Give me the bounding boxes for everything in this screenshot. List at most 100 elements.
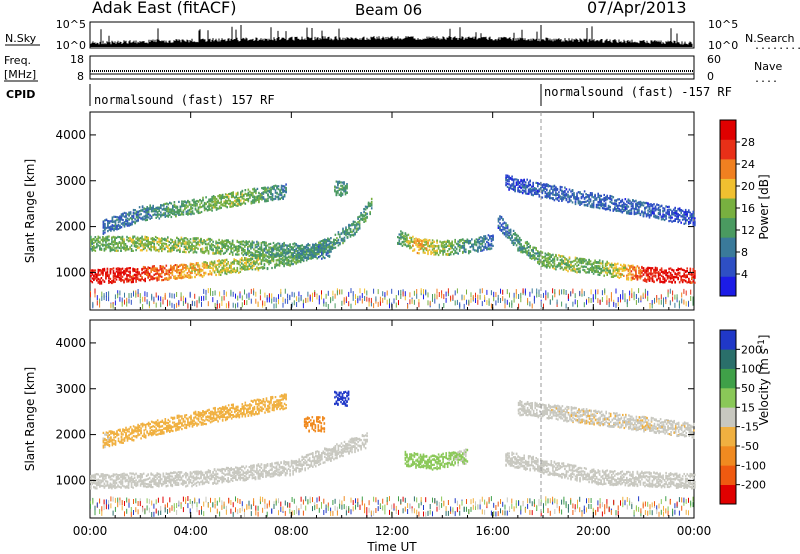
echo-cell bbox=[565, 258, 568, 261]
echo-cell bbox=[163, 213, 165, 217]
echo-cell bbox=[478, 236, 481, 239]
echo-cell bbox=[555, 268, 557, 271]
echo-cell bbox=[177, 274, 180, 278]
echo-cell bbox=[150, 245, 152, 248]
echo-cell bbox=[161, 275, 163, 278]
echo-cell bbox=[176, 268, 178, 271]
echo-cell bbox=[503, 228, 506, 231]
echo-cell bbox=[200, 210, 203, 214]
echo-cell bbox=[252, 188, 254, 191]
echo-cell bbox=[190, 213, 192, 216]
echo-cell bbox=[237, 197, 239, 200]
echo-cell bbox=[170, 276, 172, 279]
echo-cell bbox=[418, 238, 420, 241]
echo-cell bbox=[265, 198, 268, 201]
echo-cell bbox=[443, 243, 446, 246]
echo-cell bbox=[158, 237, 160, 240]
echo-cell bbox=[341, 184, 344, 187]
echo-cell bbox=[434, 251, 437, 254]
echo-cell bbox=[292, 258, 294, 261]
echo-cell bbox=[195, 262, 198, 265]
echo-cell bbox=[176, 243, 178, 246]
echo-cell bbox=[212, 195, 215, 198]
echo-cell bbox=[425, 248, 428, 252]
echo-cell bbox=[269, 260, 272, 263]
echo-cell bbox=[210, 238, 213, 241]
echo-cell bbox=[164, 202, 167, 205]
echo-cell bbox=[543, 261, 545, 264]
echo-cell bbox=[147, 236, 149, 239]
echo-cell bbox=[289, 249, 291, 253]
echo-cell bbox=[280, 254, 282, 257]
echo-cell bbox=[279, 193, 281, 196]
echo-cell bbox=[486, 240, 488, 244]
echo-cell bbox=[241, 268, 243, 271]
echo-cell bbox=[217, 201, 219, 204]
echo-cell bbox=[188, 270, 190, 273]
echo-cell bbox=[108, 279, 110, 282]
echo-cell bbox=[186, 274, 189, 277]
echo-cell bbox=[124, 269, 127, 272]
echo-cell bbox=[562, 268, 565, 271]
echo-cell bbox=[161, 242, 163, 245]
echo-cell bbox=[521, 247, 524, 250]
echo-cell bbox=[227, 198, 230, 201]
echo-cell bbox=[107, 225, 109, 228]
echo-cell bbox=[158, 217, 161, 220]
echo-cell bbox=[239, 245, 242, 249]
echo-cell bbox=[230, 194, 233, 197]
echo-cell bbox=[210, 248, 213, 251]
echo-cell bbox=[437, 247, 440, 250]
echo-cell bbox=[409, 236, 411, 239]
echo-cell bbox=[305, 249, 308, 252]
echo-cell bbox=[233, 259, 235, 262]
echo-cell bbox=[346, 191, 348, 194]
echo-cell bbox=[570, 265, 572, 268]
echo-cell bbox=[271, 199, 274, 202]
echo-cell bbox=[418, 252, 420, 255]
echo-cell bbox=[364, 217, 367, 220]
echo-cell bbox=[468, 242, 470, 245]
echo-cell bbox=[211, 201, 213, 204]
echo-cell bbox=[282, 190, 284, 193]
echo-cell bbox=[562, 259, 565, 262]
echo-cell bbox=[231, 242, 234, 245]
echo-cell bbox=[249, 193, 251, 196]
echo-cell bbox=[567, 264, 569, 267]
echo-cell bbox=[123, 221, 126, 224]
echo-cell bbox=[579, 267, 581, 270]
echo-cell bbox=[146, 207, 148, 210]
echo-cell bbox=[100, 243, 103, 246]
echo-cell bbox=[250, 244, 252, 247]
echo-cell bbox=[544, 264, 547, 267]
echo-cell bbox=[154, 273, 157, 276]
echo-cell bbox=[191, 242, 193, 245]
echo-cell bbox=[94, 273, 97, 276]
echo-cell bbox=[170, 215, 173, 219]
echo-cell bbox=[579, 261, 581, 264]
echo-cell bbox=[126, 280, 128, 283]
echo-cell bbox=[573, 264, 575, 267]
echo-cell bbox=[145, 236, 148, 239]
echo-cell bbox=[477, 246, 479, 249]
echo-cell bbox=[147, 239, 149, 242]
date-title: 07/Apr/2013 bbox=[587, 0, 687, 17]
echo-cell bbox=[443, 240, 446, 243]
echo-cell bbox=[592, 261, 595, 264]
echo-cell bbox=[337, 186, 339, 189]
echo-cell bbox=[169, 201, 171, 204]
echo-cell bbox=[419, 245, 422, 248]
echo-cell bbox=[436, 252, 438, 255]
echo-cell bbox=[349, 235, 352, 238]
echo-cell bbox=[558, 254, 560, 257]
echo-cell bbox=[585, 265, 587, 268]
echo-cell bbox=[123, 281, 125, 284]
echo-cell bbox=[139, 245, 142, 248]
echo-cell bbox=[345, 226, 347, 229]
echo-cell bbox=[126, 222, 129, 226]
echo-cell bbox=[132, 216, 135, 219]
echo-cell bbox=[91, 238, 94, 241]
echo-cell bbox=[520, 239, 522, 242]
echo-cell bbox=[606, 269, 608, 272]
echo-cell bbox=[167, 210, 170, 213]
